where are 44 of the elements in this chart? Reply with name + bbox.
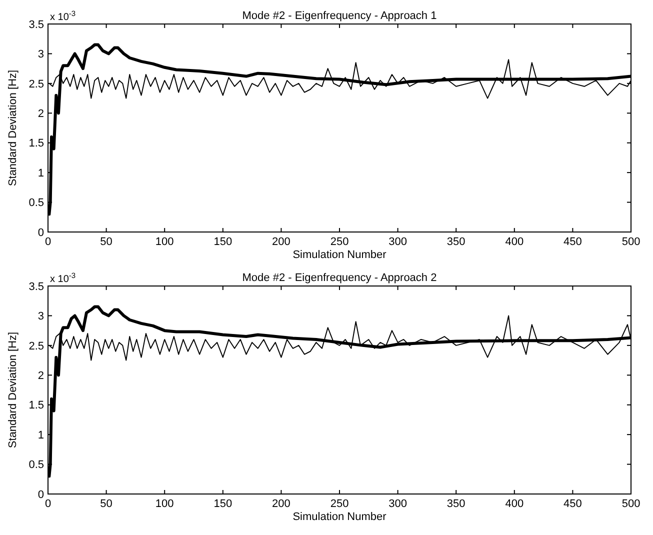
x-tick-label: 150 <box>214 498 232 510</box>
y-tick-label: 2 <box>38 108 44 120</box>
chart-title: Mode #2 - Eigenfrequency - Approach 1 <box>242 10 437 22</box>
y-tick-label: 2.5 <box>28 340 44 352</box>
x-tick-label: 500 <box>622 236 640 248</box>
text: x 10$^{-3}$ <box>50 270 76 285</box>
y-tick-label: 1 <box>38 167 44 180</box>
x-tick-label: 400 <box>505 498 524 510</box>
y-tick-label: 0.5 <box>28 197 44 210</box>
y-tick-label: 1.5 <box>28 400 44 412</box>
y-tick-label: 0 <box>38 488 44 501</box>
y-tick-label: 1.5 <box>28 138 44 150</box>
x-tick-label: 500 <box>622 498 640 510</box>
x-axis-title: Simulation Number <box>292 511 387 523</box>
y-tick-label: 0 <box>38 226 44 239</box>
y-tick-label: 3.5 <box>28 18 44 31</box>
x-tick-label: 300 <box>388 236 407 248</box>
y-tick-label: 3.5 <box>28 280 44 293</box>
x-tick-label: 200 <box>272 498 290 510</box>
chart-title: Mode #2 - Eigenfrequency - Approach 2 <box>242 272 437 284</box>
y-tick-label: 3 <box>38 48 44 61</box>
x-tick-label: 150 <box>214 236 232 248</box>
y-tick-label: 2 <box>38 370 44 382</box>
x-tick-label: 250 <box>330 236 349 248</box>
x-tick-label: 450 <box>564 236 582 248</box>
x-tick-label: 350 <box>446 236 466 248</box>
x-tick-label: 200 <box>272 236 290 248</box>
x-tick-label: 450 <box>564 498 582 510</box>
text: x 10$^{-3}$ <box>50 8 76 23</box>
x-tick-label: 50 <box>100 236 112 248</box>
x-tick-label: 100 <box>155 498 174 510</box>
x-tick-label: 350 <box>446 498 466 510</box>
x-tick-label: 50 <box>100 498 112 510</box>
x-axis-title: Simulation Number <box>292 249 387 261</box>
x-tick-label: 400 <box>505 236 524 248</box>
x-tick-label: 250 <box>330 498 349 510</box>
y-axis-title: Standard Deviation [Hz] <box>7 332 19 448</box>
y-tick-label: 0.5 <box>28 459 44 472</box>
x-tick-label: 100 <box>155 236 174 248</box>
x-tick-label: 300 <box>388 498 407 510</box>
y-tick-label: 1 <box>38 429 44 442</box>
y-tick-label: 3 <box>38 310 44 323</box>
y-axis-title: Standard Deviation [Hz] <box>7 70 19 186</box>
y-tick-label: 2.5 <box>28 78 44 90</box>
